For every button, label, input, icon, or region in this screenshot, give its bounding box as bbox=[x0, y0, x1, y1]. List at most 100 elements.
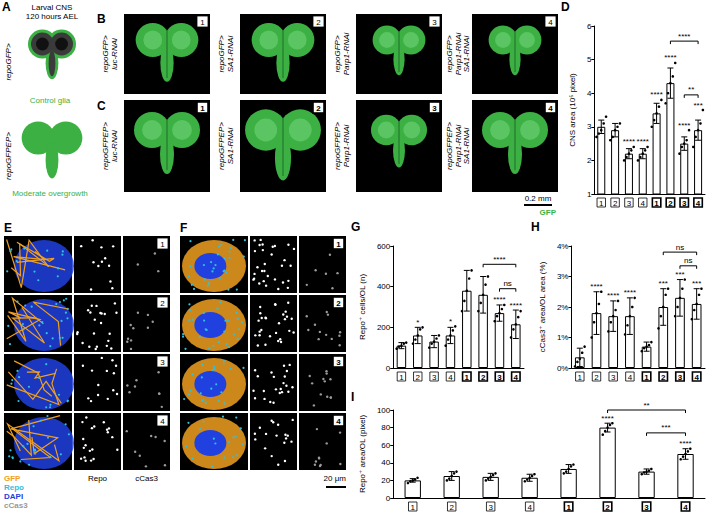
svg-text:200: 200 bbox=[377, 323, 391, 332]
svg-text:1: 1 bbox=[465, 373, 470, 382]
svg-text:4: 4 bbox=[527, 503, 532, 512]
svg-text:SA1-RNAi: SA1-RNAi bbox=[226, 36, 235, 73]
svg-text:6: 6 bbox=[587, 22, 592, 31]
svg-text:Repo⁺ area/OL (pixel): Repo⁺ area/OL (pixel) bbox=[358, 415, 367, 494]
svg-text:4: 4 bbox=[628, 373, 633, 382]
svg-text:2: 2 bbox=[594, 373, 599, 382]
svg-text:Moderate overgrowth: Moderate overgrowth bbox=[12, 189, 88, 198]
svg-text:***: *** bbox=[693, 101, 702, 110]
svg-text:cCas3⁺ area/OL area (%): cCas3⁺ area/OL area (%) bbox=[538, 261, 547, 352]
svg-text:2: 2 bbox=[605, 503, 610, 512]
svg-text:****: **** bbox=[678, 32, 690, 41]
svg-text:5: 5 bbox=[587, 55, 592, 64]
svg-text:*: * bbox=[449, 317, 452, 326]
svg-text:C: C bbox=[97, 99, 106, 113]
svg-text:3: 3 bbox=[611, 373, 616, 382]
svg-text:CNS area (10⁵ pixel): CNS area (10⁵ pixel) bbox=[568, 73, 577, 147]
svg-text:***: *** bbox=[661, 423, 670, 432]
svg-text:0.2 mm: 0.2 mm bbox=[525, 194, 552, 203]
svg-text:3: 3 bbox=[432, 18, 437, 27]
svg-text:luc-RNAi: luc-RNAi bbox=[110, 130, 119, 162]
svg-text:2: 2 bbox=[613, 199, 618, 208]
svg-text:1%: 1% bbox=[557, 333, 569, 342]
svg-text:1: 1 bbox=[654, 199, 659, 208]
svg-text:1: 1 bbox=[200, 18, 205, 27]
svg-text:20: 20 bbox=[381, 476, 390, 485]
svg-text:SA1-RNAi: SA1-RNAi bbox=[462, 128, 471, 165]
svg-text:1: 1 bbox=[399, 373, 404, 382]
svg-text:4%: 4% bbox=[557, 242, 569, 251]
svg-text:cCas3: cCas3 bbox=[4, 501, 28, 510]
svg-text:repoGFP>: repoGFP> bbox=[4, 43, 13, 80]
svg-text:4: 4 bbox=[336, 417, 341, 426]
svg-text:4: 4 bbox=[160, 417, 165, 426]
svg-text:G: G bbox=[351, 220, 360, 234]
svg-text:3%: 3% bbox=[557, 272, 569, 281]
svg-text:B: B bbox=[97, 12, 106, 26]
svg-text:1: 1 bbox=[160, 240, 165, 249]
svg-text:repoGFPEP>: repoGFPEP> bbox=[4, 132, 13, 180]
svg-text:****: **** bbox=[623, 137, 635, 146]
svg-text:3: 3 bbox=[432, 373, 437, 382]
svg-text:luc-RNAi: luc-RNAi bbox=[110, 38, 119, 70]
svg-text:Repo: Repo bbox=[4, 483, 24, 492]
svg-text:4: 4 bbox=[696, 199, 701, 208]
svg-text:GFP: GFP bbox=[540, 208, 557, 217]
svg-text:cCas3: cCas3 bbox=[135, 474, 158, 483]
svg-text:4: 4 bbox=[683, 503, 688, 512]
svg-text:2: 2 bbox=[668, 199, 673, 208]
svg-text:60: 60 bbox=[381, 441, 390, 450]
svg-text:**: ** bbox=[643, 401, 649, 410]
svg-text:2: 2 bbox=[587, 156, 592, 165]
svg-text:0%: 0% bbox=[557, 364, 569, 373]
svg-text:40: 40 bbox=[381, 458, 390, 467]
svg-text:4: 4 bbox=[514, 373, 519, 382]
svg-text:120 hours AEL: 120 hours AEL bbox=[26, 12, 79, 21]
svg-text:E: E bbox=[4, 221, 12, 235]
svg-text:1: 1 bbox=[566, 503, 571, 512]
svg-text:1: 1 bbox=[578, 373, 583, 382]
svg-text:****: **** bbox=[624, 288, 636, 297]
svg-text:20 μm: 20 μm bbox=[324, 474, 347, 483]
svg-text:A: A bbox=[2, 0, 11, 14]
svg-text:Control glia: Control glia bbox=[30, 96, 71, 105]
svg-text:100: 100 bbox=[377, 406, 391, 415]
svg-text:4: 4 bbox=[587, 89, 592, 98]
svg-text:GFP: GFP bbox=[4, 474, 21, 483]
svg-text:1: 1 bbox=[644, 373, 649, 382]
svg-text:ns: ns bbox=[503, 279, 511, 288]
svg-text:ns: ns bbox=[684, 256, 692, 265]
svg-text:0: 0 bbox=[386, 494, 391, 503]
svg-text:Larval CNS: Larval CNS bbox=[32, 3, 73, 12]
svg-text:1: 1 bbox=[587, 190, 592, 199]
svg-text:4: 4 bbox=[641, 199, 646, 208]
svg-text:*: * bbox=[416, 318, 419, 327]
svg-text:3: 3 bbox=[587, 122, 592, 131]
svg-text:****: **** bbox=[601, 414, 613, 423]
svg-text:Parp1-RNAi: Parp1-RNAi bbox=[342, 32, 351, 75]
svg-text:1: 1 bbox=[411, 503, 416, 512]
svg-text:Repo⁺ cells/OL (n): Repo⁺ cells/OL (n) bbox=[358, 274, 367, 341]
svg-text:****: **** bbox=[650, 90, 662, 99]
svg-text:Repo: Repo bbox=[88, 474, 108, 483]
svg-text:2: 2 bbox=[449, 503, 454, 512]
svg-text:2: 2 bbox=[661, 373, 666, 382]
svg-text:SA1-RNAi: SA1-RNAi bbox=[226, 128, 235, 165]
svg-text:3: 3 bbox=[627, 199, 632, 208]
svg-text:3: 3 bbox=[160, 358, 165, 367]
svg-text:2: 2 bbox=[160, 299, 165, 308]
svg-text:***: *** bbox=[675, 270, 684, 279]
svg-text:1: 1 bbox=[336, 240, 341, 249]
svg-text:3: 3 bbox=[682, 199, 687, 208]
svg-text:D: D bbox=[561, 0, 570, 14]
svg-text:4: 4 bbox=[548, 18, 553, 27]
svg-text:****: **** bbox=[678, 121, 690, 130]
svg-text:0: 0 bbox=[386, 364, 391, 373]
svg-text:4: 4 bbox=[448, 373, 453, 382]
svg-text:****: **** bbox=[510, 301, 522, 310]
svg-text:DAPI: DAPI bbox=[4, 492, 23, 501]
svg-text:2: 2 bbox=[316, 18, 321, 27]
svg-text:80: 80 bbox=[381, 423, 390, 432]
svg-text:F: F bbox=[180, 221, 187, 235]
svg-text:****: **** bbox=[493, 255, 505, 264]
